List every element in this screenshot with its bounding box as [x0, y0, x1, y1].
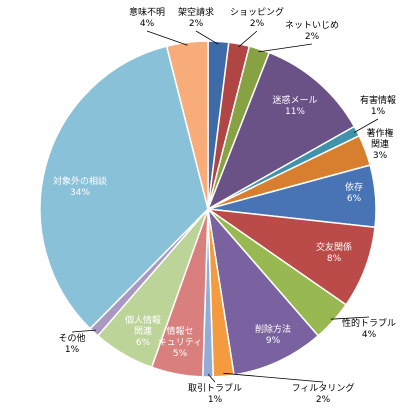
- slice-label-9: 性的トラブル 4%性的トラブル: [342, 317, 396, 340]
- slice-label-pct: 1%: [65, 345, 80, 355]
- slice-label-name: 削除方法: [255, 323, 291, 335]
- slice-label-pct: 6%: [136, 338, 151, 348]
- slice-label-5: 有害情報 1%有害情報: [360, 94, 396, 117]
- slice-label-name: 性的トラブル: [342, 317, 396, 329]
- pie-slice-17: [165, 40, 209, 210]
- leader-line-2: [238, 30, 258, 48]
- slice-label-name: ネットいじめ: [285, 20, 339, 31]
- slice-label-16: 対象外の相談 34%対象外の相談: [53, 175, 107, 198]
- leader-line-12: [207, 373, 216, 383]
- slice-label-6: 著作権関連 3%著作権関連: [366, 127, 393, 161]
- pie-slices: [39, 40, 377, 378]
- slice-label-name: 取引トラブル: [188, 382, 242, 394]
- slice-label-3: ネットいじめ 2%ネットいじめ: [285, 20, 339, 42]
- slice-label-name: フィルタリング: [292, 382, 355, 394]
- slice-label-pct: 3%: [373, 151, 388, 161]
- slice-label-name: ショッピング: [230, 6, 284, 18]
- slice-label-7: 依存 6%依存: [345, 181, 363, 204]
- leader-line-15: [71, 329, 97, 333]
- slice-label-pct: 2%: [189, 19, 204, 29]
- slice-label-name: 対象外の相談: [53, 175, 107, 187]
- slice-label-pct: 11%: [285, 107, 305, 117]
- leader-line-17: [146, 30, 188, 46]
- slice-label-pct: 6%: [347, 194, 362, 204]
- leader-line-11: [223, 372, 324, 383]
- slice-label-pct: 4%: [362, 330, 377, 340]
- slice-label-10: 削除方法 9%削除方法: [255, 323, 291, 346]
- slice-label-name: 個人情報: [125, 314, 161, 326]
- slice-label-pct: 5%: [173, 349, 188, 359]
- slice-label-name: その他: [58, 332, 85, 344]
- slice-label-pct: 34%: [70, 188, 90, 198]
- slice-label-14: 個人情報関連 6%個人情報関連: [125, 314, 161, 348]
- slice-label-pct: 2%: [316, 395, 331, 405]
- slice-label-pct: 1%: [371, 107, 386, 117]
- slice-label-pct: 4%: [140, 19, 155, 29]
- slice-label-17: 意味不明 4%意味不明: [129, 6, 165, 29]
- slice-label-1: 架空請求 2%架空請求: [178, 6, 214, 29]
- slice-label-pct: 1%: [208, 395, 223, 405]
- leader-line-5: [354, 118, 379, 133]
- slice-label-name: 依存: [345, 181, 363, 193]
- slice-label-name: 意味不明: [129, 6, 165, 18]
- leader-line-3: [258, 43, 313, 53]
- slice-label-pct: 2%: [250, 19, 265, 29]
- slice-label-name: 有害情報: [360, 94, 396, 106]
- pie-slice-4: [206, 51, 356, 211]
- slice-label-12: 取引トラブル 1%取引トラブル: [188, 382, 242, 405]
- leader-line-1: [195, 30, 219, 45]
- slice-labels: 架空請求 2%架空請求ショッピング 2%ショッピング ネットいじめ 2%ネットいじめ迷惑…: [53, 6, 396, 405]
- slice-label-pct: 9%: [266, 336, 281, 346]
- slice-label-name: 情報セ: [166, 325, 193, 337]
- slice-label-name: 迷惑メール: [272, 94, 317, 106]
- slice-label-pct: 8%: [327, 254, 342, 264]
- slice-label-2: ショッピング 2%ショッピング: [230, 6, 284, 29]
- slice-label-name: 関連: [134, 325, 152, 337]
- slice-label-name: 交友関係: [316, 241, 352, 253]
- slice-label-15: その他 1%その他: [58, 332, 85, 355]
- slice-label-name: キュリティ: [158, 337, 202, 348]
- slice-label-name: 著作権: [366, 127, 393, 139]
- leader-line-9: [330, 316, 370, 320]
- slice-label-13: 情報セキュリティ 5%情報セキュリティ: [158, 325, 202, 359]
- slice-label-pct: 2%: [305, 32, 320, 42]
- slice-label-11: フィルタリング 2%フィルタリング: [292, 382, 355, 405]
- slice-label-name: 関連: [371, 138, 389, 150]
- pie-slice-16: [39, 45, 209, 330]
- slice-label-8: 交友関係 8%交友関係: [316, 241, 352, 264]
- slice-label-4: 迷惑メール 11%迷惑メール: [272, 94, 317, 117]
- slice-label-name: 架空請求: [178, 6, 214, 18]
- leader-lines: [71, 30, 379, 383]
